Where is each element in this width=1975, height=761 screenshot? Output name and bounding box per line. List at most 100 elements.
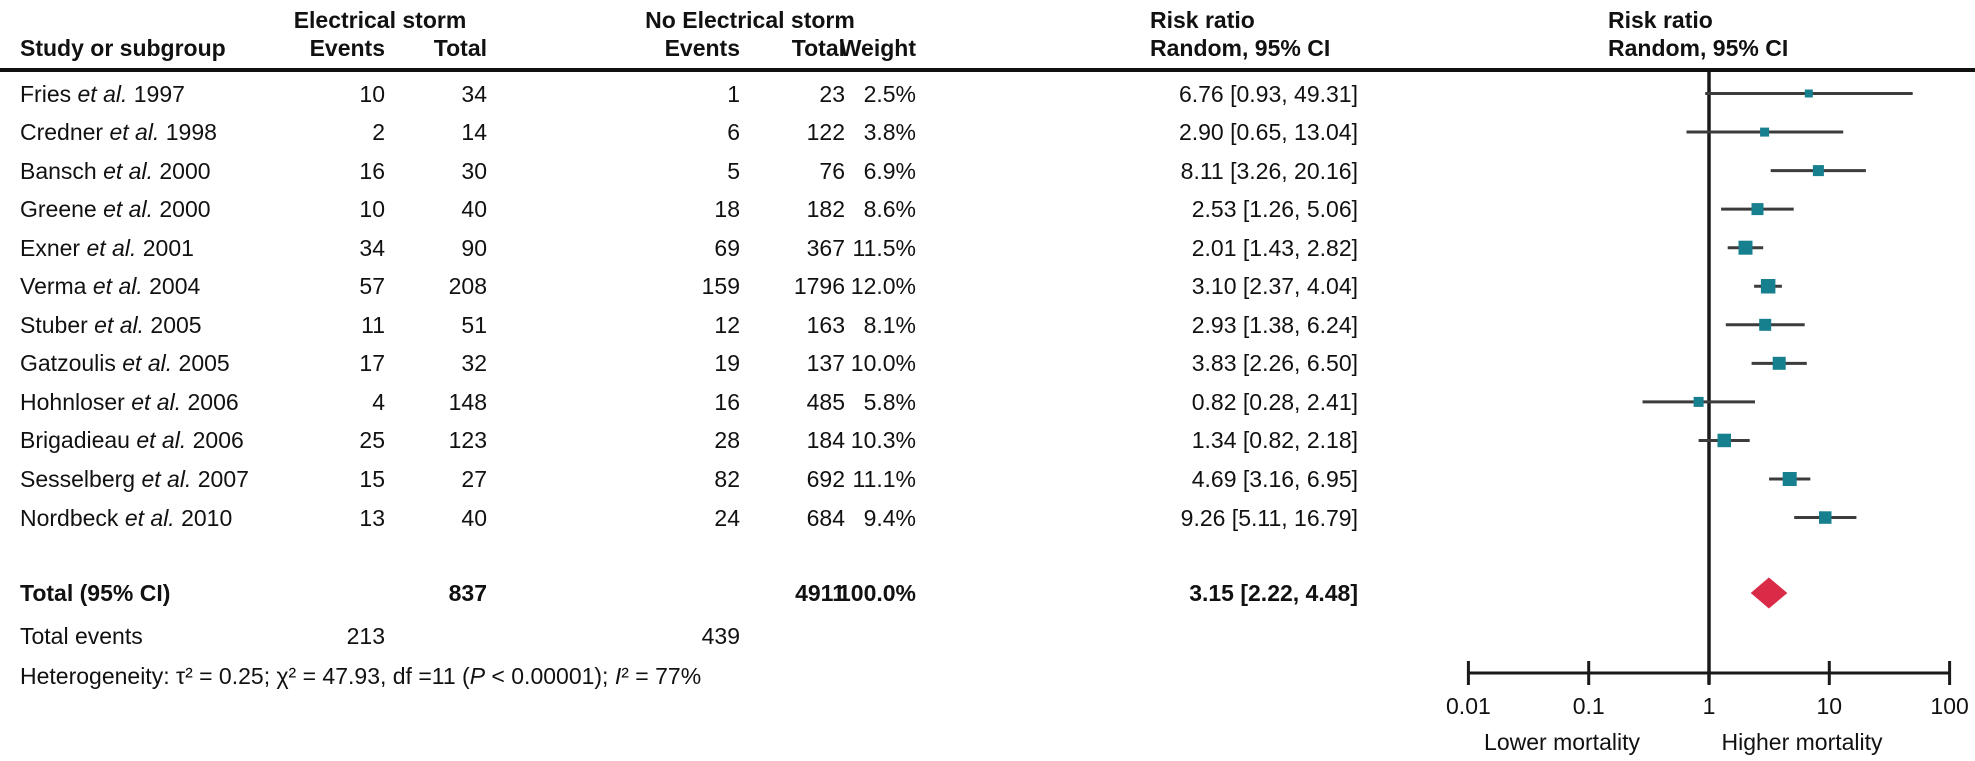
es-events-value: 10: [359, 196, 385, 223]
weight-value: 8.6%: [863, 196, 916, 223]
es-total-value: 40: [461, 504, 487, 531]
group1-events-header: Events: [309, 35, 385, 61]
nes-events-value: 6: [727, 119, 740, 146]
es-events-value: 15: [359, 466, 385, 492]
es-events-value: 11: [361, 311, 385, 338]
es-total-value: 123: [448, 427, 487, 454]
weight-value: 3.8%: [863, 119, 916, 146]
es-total-value: 51: [461, 311, 487, 338]
study-label: Exner et al. 2001: [20, 234, 194, 261]
weight-column-header: Weight: [839, 35, 916, 61]
weight-value: 8.1%: [863, 311, 916, 338]
es-total-value: 90: [461, 234, 487, 261]
risk-ratio-column-header-line2: Random, 95% CI: [1150, 35, 1331, 61]
risk-ratio-text: 3.10 [2.37, 4.04]: [1191, 273, 1358, 300]
es-total-value: 40: [461, 196, 487, 223]
study-label: Verma et al. 2004: [20, 273, 201, 300]
table-row: Bansch et al. 2000 16 30 5 76 6.9% 8.11 …: [0, 157, 1975, 185]
es-total-value: 30: [461, 157, 487, 184]
nes-total-value: 122: [806, 119, 845, 146]
es-events-value: 10: [359, 80, 385, 107]
study-label: Stuber et al. 2005: [20, 311, 202, 338]
risk-ratio-text: 2.93 [1.38, 6.24]: [1191, 311, 1358, 338]
risk-ratio-plot-header-line2: Random, 95% CI: [1608, 35, 1789, 61]
nes-events-value: 69: [714, 234, 740, 261]
risk-ratio-text: 9.26 [5.11, 16.79]: [1180, 504, 1358, 531]
nes-total-value: 184: [806, 427, 845, 454]
table-row: Hohnloser et al. 2006 4 148 16 485 5.8% …: [0, 388, 1975, 416]
weight-value: 5.8%: [863, 388, 916, 415]
table-row: Verma et al. 2004 57 208 159 1796 12.0% …: [0, 272, 1975, 300]
study-label: Bansch et al. 2000: [20, 157, 211, 184]
nes-total-value: 684: [806, 504, 845, 531]
heterogeneity-text: Heterogeneity: τ² = 0.25; χ² = 47.93, df…: [20, 663, 702, 689]
risk-ratio-plot-header-line1: Risk ratio: [1608, 7, 1713, 33]
es-total-value: 34: [461, 80, 487, 107]
nes-total-value: 692: [806, 466, 845, 492]
nes-events-value: 1: [727, 80, 740, 107]
es-events-value: 4: [372, 388, 385, 415]
axis-tick-label: 0.01: [1446, 693, 1491, 719]
group1-total-header: Total: [433, 35, 487, 61]
risk-ratio-column-header-line1: Risk ratio: [1150, 7, 1255, 33]
nes-events-value: 24: [714, 504, 740, 531]
weight-value: 2.5%: [863, 80, 916, 107]
total-events-label: Total events: [20, 623, 143, 649]
table-row: Nordbeck et al. 2010 13 40 24 684 9.4% 9…: [0, 504, 1975, 532]
total-es-total: 837: [448, 580, 487, 606]
weight-value: 11.1%: [852, 466, 916, 492]
study-label: Brigadieau et al. 2006: [20, 427, 244, 454]
table-row: Credner et al. 1998 2 14 6 122 3.8% 2.90…: [0, 118, 1975, 146]
es-events-value: 25: [359, 427, 385, 454]
nes-total-value: 1796: [793, 273, 845, 300]
nes-events-value: 82: [714, 466, 740, 492]
table-row: Fries et al. 1997 10 34 1 23 2.5% 6.76 […: [0, 80, 1975, 108]
es-events-value: 34: [359, 234, 385, 261]
nes-total-value: 137: [806, 350, 845, 377]
table-row: Stuber et al. 2005 11 51 12 163 8.1% 2.9…: [0, 311, 1975, 339]
axis-tick-label: 0.1: [1572, 693, 1605, 719]
risk-ratio-text: 2.90 [0.65, 13.04]: [1178, 119, 1358, 146]
total-events-nes: 439: [701, 623, 740, 649]
group1-header: Electrical storm: [293, 7, 467, 33]
es-events-value: 16: [359, 157, 385, 184]
weight-value: 12.0%: [850, 273, 916, 300]
study-label: Nordbeck et al. 2010: [20, 504, 233, 531]
weight-value: 6.9%: [863, 157, 916, 184]
study-label: Hohnloser et al. 2006: [20, 388, 239, 415]
table-row: Gatzoulis et al. 2005 17 32 19 137 10.0%…: [0, 349, 1975, 377]
total-label: Total (95% CI): [20, 580, 171, 606]
total-risk-ratio-text: 3.15 [2.22, 4.48]: [1189, 580, 1358, 606]
nes-events-value: 28: [714, 427, 740, 454]
total-events-es: 213: [346, 623, 385, 649]
risk-ratio-text: 4.69 [3.16, 6.95]: [1191, 466, 1358, 492]
axis-tick-label: 10: [1816, 693, 1843, 719]
nes-total-value: 367: [806, 234, 845, 261]
risk-ratio-text: 8.11 [3.26, 20.16]: [1180, 157, 1358, 184]
es-total-value: 148: [448, 388, 487, 415]
risk-ratio-text: 3.83 [2.26, 6.50]: [1191, 350, 1358, 377]
axis-tick-label: 1: [1702, 693, 1716, 719]
axis-tick-label: 100: [1930, 693, 1969, 719]
nes-events-value: 18: [714, 196, 740, 223]
group2-total-header: Total: [791, 35, 845, 61]
risk-ratio-text: 2.01 [1.43, 2.82]: [1191, 234, 1358, 261]
nes-total-value: 182: [806, 196, 845, 223]
weight-value: 11.5%: [852, 234, 916, 261]
es-total-value: 32: [461, 350, 487, 377]
nes-events-value: 159: [701, 273, 740, 300]
weight-value: 9.4%: [863, 504, 916, 531]
es-total-value: 27: [461, 466, 487, 492]
table-row: Greene et al. 2000 10 40 18 182 8.6% 2.5…: [0, 195, 1975, 223]
nes-events-value: 12: [714, 311, 740, 338]
table-row: Exner et al. 2001 34 90 69 367 11.5% 2.0…: [0, 234, 1975, 262]
total-nes-total: 4911: [795, 580, 845, 606]
nes-events-value: 19: [714, 350, 740, 377]
nes-events-value: 16: [714, 388, 740, 415]
nes-total-value: 163: [806, 311, 845, 338]
es-total-value: 14: [461, 119, 487, 146]
table-row: Brigadieau et al. 2006 25 123 28 184 10.…: [0, 426, 1975, 454]
table-row: Sesselberg et al. 2007 15 27 82 692 11.1…: [0, 465, 1975, 493]
study-label: Fries et al. 1997: [20, 80, 185, 107]
